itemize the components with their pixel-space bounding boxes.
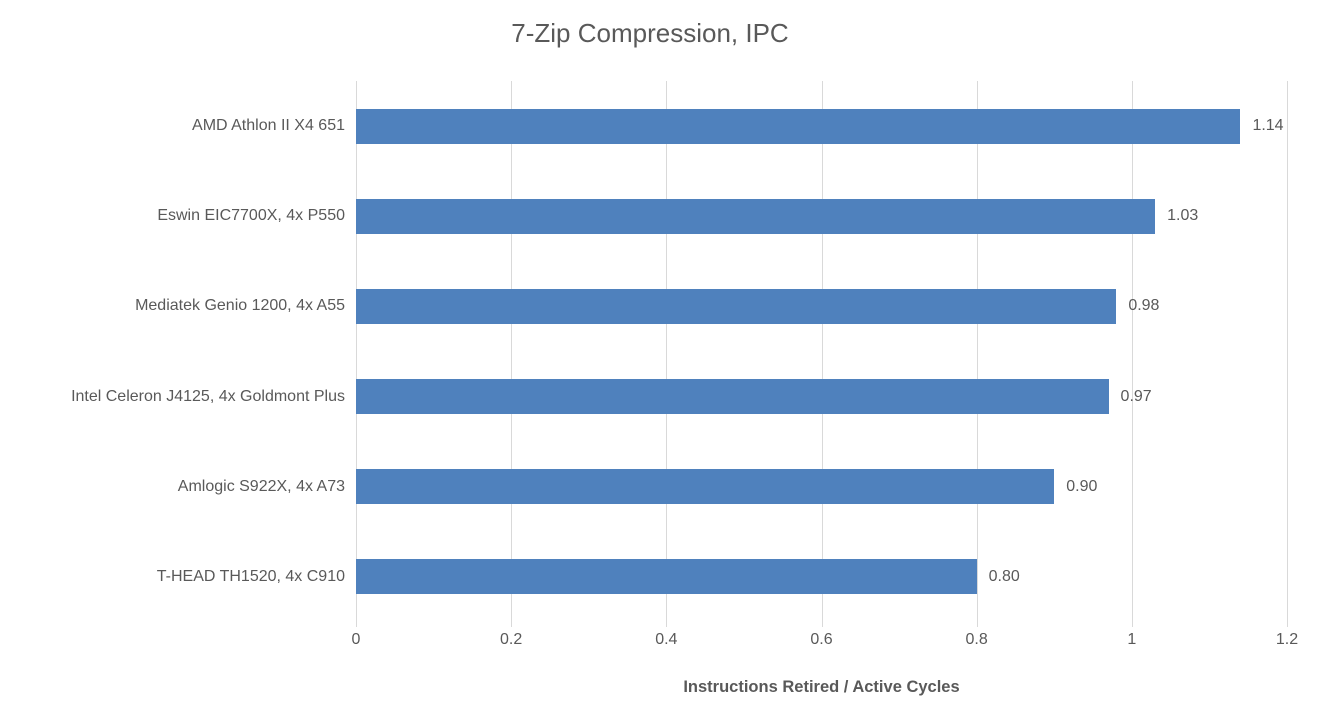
x-axis-title: Instructions Retired / Active Cycles <box>683 678 960 696</box>
x-tick-label: 1 <box>1127 631 1137 648</box>
category-label: T-HEAD TH1520, 4x C910 <box>156 567 345 585</box>
x-tick-label: 0 <box>351 631 361 648</box>
category-label: AMD Athlon II X4 651 <box>192 117 345 135</box>
x-tick-label: 0.2 <box>500 631 523 648</box>
bar <box>356 198 1156 234</box>
gridline-x-0.8 <box>976 81 978 627</box>
category-label: Mediatek Genio 1200, 4x A55 <box>135 297 345 315</box>
gridline-x-1.2 <box>1287 81 1288 627</box>
bar <box>356 469 1055 505</box>
bar-value-label: 0.98 <box>1128 297 1160 315</box>
gridline-x-0.2 <box>511 81 513 627</box>
bar <box>356 288 1117 324</box>
bar-value-label: 1.03 <box>1167 207 1199 225</box>
category-label: Intel Celeron J4125, 4x Goldmont Plus <box>71 387 345 405</box>
bar-row: Intel Celeron J4125, 4x Goldmont Plus 0.9… <box>71 379 1287 415</box>
bar-row: Eswin EIC7700X, 4x P550 1.03 <box>157 198 1287 234</box>
gridline-x-0.4 <box>666 81 668 627</box>
gridline-x-0.6 <box>821 81 823 627</box>
x-tick-label: 1.2 <box>1275 631 1299 648</box>
x-tick-label: 0.4 <box>655 631 678 648</box>
bar <box>356 108 1241 144</box>
bar-row: Mediatek Genio 1200, 4x A55 0.98 <box>135 288 1287 324</box>
x-tick-label: 0.8 <box>965 631 988 648</box>
bar-value-label: 0.90 <box>1066 477 1098 495</box>
category-label: Amlogic S922X, 4x A73 <box>177 477 345 495</box>
bar-value-label: 0.80 <box>988 567 1020 585</box>
bar-row: T-HEAD TH1520, 4x C910 0.80 <box>157 559 1287 595</box>
plot-area: AMD Athlon II X4 651 1.14 Eswin EIC7700X, … <box>71 81 1298 648</box>
category-label: Eswin EIC7700X, 4x P550 <box>157 207 345 225</box>
bar <box>356 559 977 595</box>
bar-row: AMD Athlon II X4 651 1.14 <box>192 108 1287 144</box>
chart-title: 7-Zip Compression, IPC <box>511 18 789 48</box>
bar-value-label: 1.14 <box>1252 117 1284 135</box>
bar <box>356 379 1109 415</box>
gridline-x-1 <box>1131 81 1133 627</box>
gridline-x-0 <box>356 81 357 627</box>
bar-row: Amlogic S922X, 4x A73 0.90 <box>178 469 1287 505</box>
x-tick-label: 0.6 <box>810 631 833 648</box>
bar-value-label: 0.97 <box>1120 387 1152 405</box>
